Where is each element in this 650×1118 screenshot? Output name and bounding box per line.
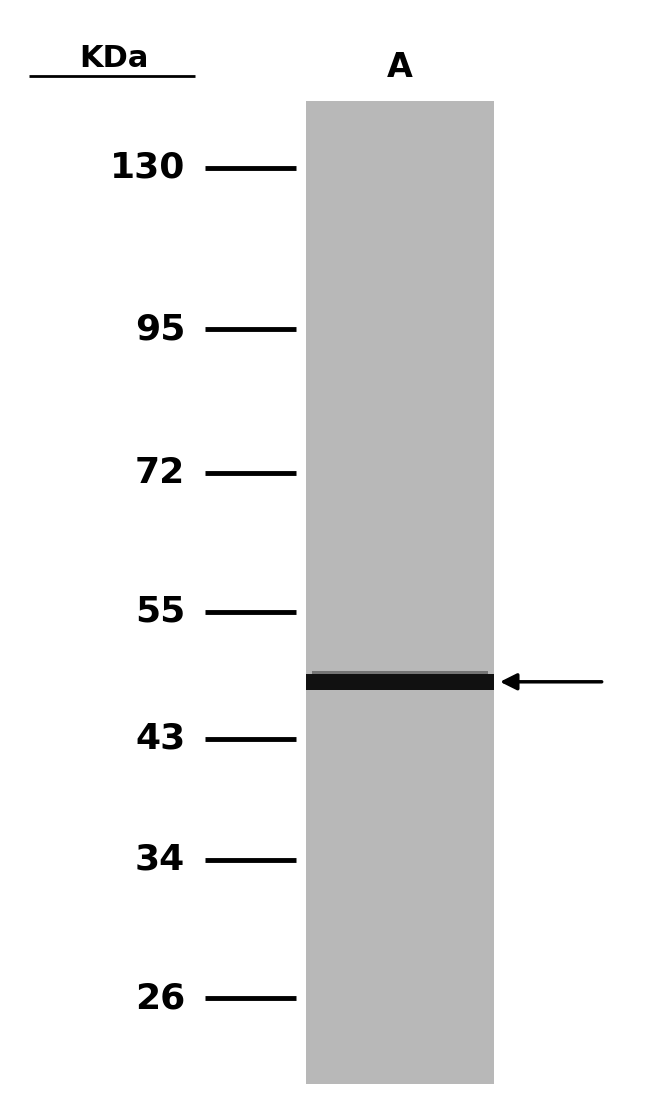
Text: 26: 26 [135,982,185,1015]
Bar [312,671,488,678]
Text: KDa: KDa [79,44,148,73]
Text: 55: 55 [135,595,185,628]
Text: 43: 43 [135,721,185,756]
Text: 72: 72 [135,455,185,490]
Text: 34: 34 [135,843,185,877]
Text: 95: 95 [135,312,185,347]
Text: 130: 130 [110,151,185,184]
Bar [306,674,494,690]
Bar [306,101,494,1084]
Text: A: A [387,50,413,84]
